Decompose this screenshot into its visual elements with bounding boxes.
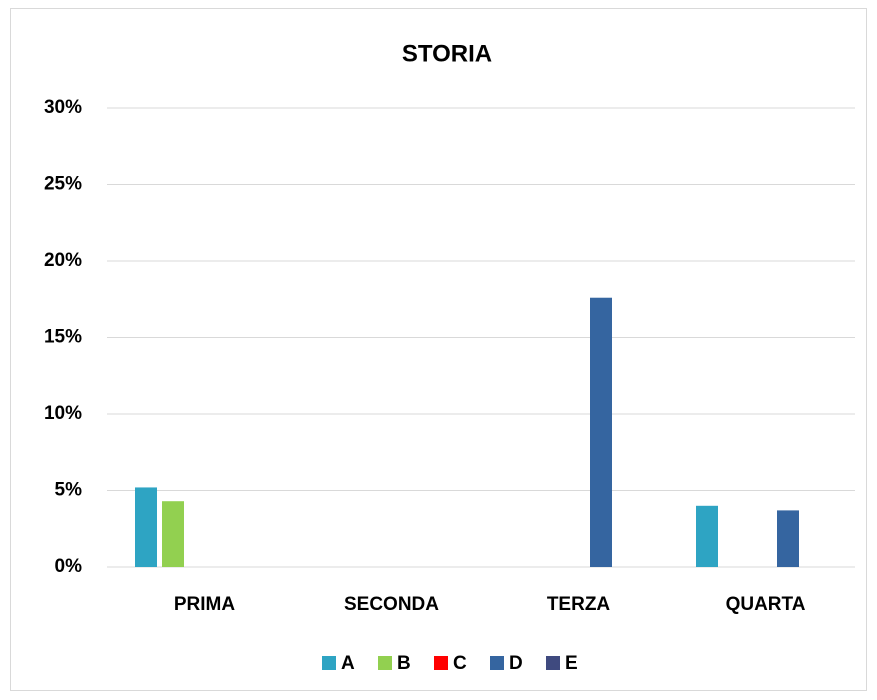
x-tick-label: PRIMA: [174, 594, 236, 615]
y-tick-label: 30%: [44, 97, 82, 118]
y-tick-label: 25%: [44, 174, 82, 195]
legend-swatch: [546, 656, 560, 670]
y-tick-label: 5%: [55, 480, 83, 501]
bar: [135, 487, 157, 567]
legend-swatch: [434, 656, 448, 670]
chart-title: STORIA: [402, 40, 492, 67]
legend-label: A: [341, 653, 355, 674]
x-tick-label: SECONDA: [344, 594, 439, 615]
legend-label: C: [453, 653, 467, 674]
legend-label: B: [397, 653, 411, 674]
x-tick-label: QUARTA: [726, 594, 806, 615]
bar: [696, 505, 718, 567]
legend-swatch: [322, 656, 336, 670]
bar: [590, 297, 612, 567]
y-tick-label: 10%: [44, 403, 82, 424]
legend-label: E: [565, 653, 578, 674]
chart-frame: [10, 8, 867, 691]
bar: [777, 510, 799, 567]
legend-swatch: [490, 656, 504, 670]
legend-swatch: [378, 656, 392, 670]
bar: [162, 501, 184, 567]
y-tick-label: 20%: [44, 250, 82, 271]
y-tick-label: 0%: [55, 556, 83, 577]
legend-label: D: [509, 653, 523, 674]
y-tick-label: 15%: [44, 327, 82, 348]
x-tick-label: TERZA: [547, 594, 611, 615]
